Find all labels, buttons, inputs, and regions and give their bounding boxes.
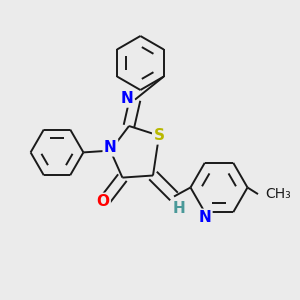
Text: N: N (104, 140, 117, 155)
Text: H: H (173, 201, 186, 216)
Text: N: N (120, 91, 133, 106)
Text: CH₃: CH₃ (266, 187, 291, 201)
Text: O: O (96, 194, 110, 209)
Text: N: N (198, 210, 211, 225)
Text: S: S (154, 128, 164, 143)
